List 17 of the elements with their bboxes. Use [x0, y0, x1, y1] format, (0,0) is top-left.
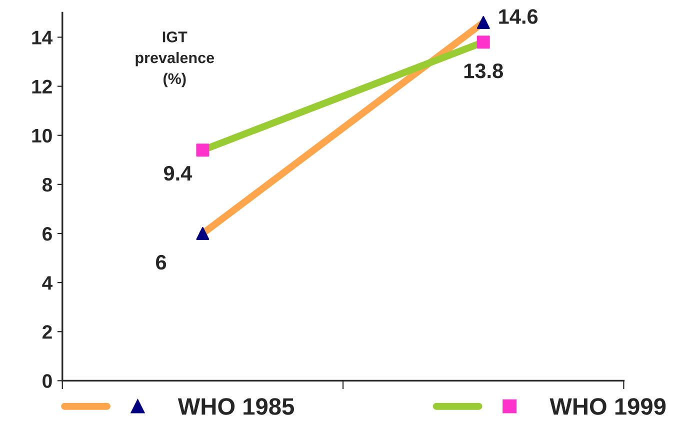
y-tick-label: 8: [42, 178, 52, 192]
point: [476, 36, 490, 49]
y-axis-title: IGT prevalence (%): [136, 31, 214, 88]
data-label: 14.6: [499, 9, 538, 24]
y-tick-label: 6: [42, 226, 52, 241]
y-tick-label: 2: [42, 325, 52, 339]
point: [196, 144, 210, 157]
y-tick-label: 12: [32, 80, 52, 94]
legend-label: WHO 1985: [178, 398, 294, 415]
y-tick-label: 0: [42, 374, 52, 388]
y-tick-label: 10: [32, 128, 52, 143]
legend-label: WHO 1999: [550, 398, 666, 415]
y-tick-label: 14: [32, 30, 53, 44]
data-label: 9.4: [164, 166, 192, 181]
data-label: 6: [156, 254, 166, 270]
y-tick-label: 4: [42, 276, 53, 290]
data-label: 13.8: [464, 64, 504, 78]
